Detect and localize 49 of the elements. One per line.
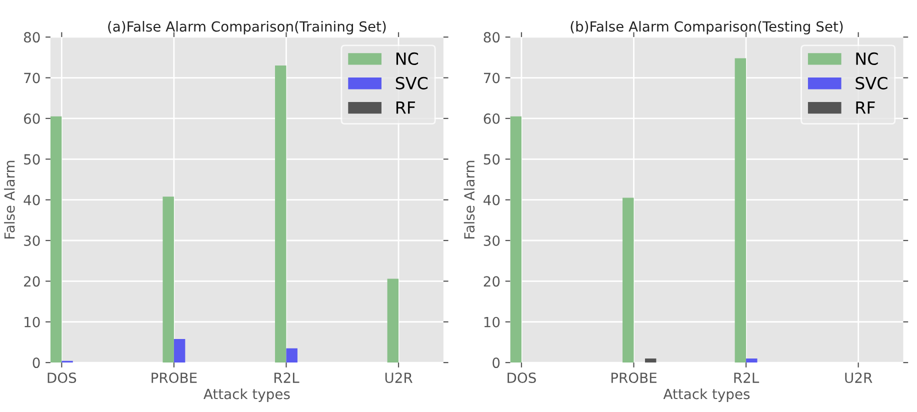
chart-title: (a)False Alarm Comparison(Training Set) bbox=[108, 20, 386, 34]
y-tick-label: 30 bbox=[24, 235, 40, 246]
legend-label: RF bbox=[396, 102, 416, 114]
x-tick-label: PROBE bbox=[611, 372, 656, 384]
bar bbox=[622, 198, 634, 363]
y-tick-label: 20 bbox=[484, 276, 500, 287]
bar bbox=[174, 338, 186, 363]
y-tick-label: 50 bbox=[24, 154, 40, 165]
y-tick-label: 70 bbox=[24, 72, 40, 84]
y-tick-label: 0 bbox=[492, 358, 500, 368]
x-axis-title: Attack types bbox=[204, 388, 290, 402]
x-tick-label: DOS bbox=[508, 372, 536, 384]
x-tick-label: PROBE bbox=[152, 372, 197, 384]
y-tick-label: 10 bbox=[484, 316, 500, 328]
bar bbox=[387, 278, 399, 363]
legend-label: NC bbox=[856, 52, 878, 65]
bar bbox=[50, 116, 62, 363]
y-tick-label: 60 bbox=[484, 113, 500, 124]
chart-title: (b)False Alarm Comparison(Testing Set) bbox=[570, 20, 843, 34]
bar bbox=[746, 358, 758, 363]
bar bbox=[644, 358, 656, 363]
bar bbox=[275, 66, 286, 363]
legend-label: RF bbox=[856, 102, 875, 114]
x-tick-label: U2R bbox=[385, 372, 412, 384]
legend-label: SVC bbox=[396, 76, 428, 90]
x-tick-label: R2L bbox=[734, 372, 760, 383]
y-tick-label: 60 bbox=[24, 113, 40, 124]
y-axis-title: False Alarm bbox=[4, 160, 15, 239]
y-tick-label: 40 bbox=[484, 194, 500, 206]
y-tick-label: 40 bbox=[24, 194, 40, 206]
y-tick-label: 0 bbox=[32, 358, 40, 368]
y-tick-label: 80 bbox=[24, 32, 40, 43]
y-tick-label: 30 bbox=[484, 235, 500, 246]
y-tick-label: 10 bbox=[24, 316, 40, 328]
legend-label: NC bbox=[396, 52, 418, 65]
x-tick-label: DOS bbox=[48, 372, 76, 384]
y-tick-label: 70 bbox=[484, 72, 500, 84]
y-tick-label: 50 bbox=[484, 154, 500, 165]
legend-label: SVC bbox=[856, 76, 888, 90]
y-tick-label: 20 bbox=[24, 276, 40, 287]
bar bbox=[734, 58, 746, 363]
y-tick-label: 80 bbox=[484, 32, 500, 43]
y-axis-title: False Alarm bbox=[464, 160, 475, 239]
x-tick-label: R2L bbox=[274, 372, 300, 383]
bar bbox=[510, 116, 522, 363]
x-axis-title: Attack types bbox=[663, 388, 750, 402]
bar bbox=[286, 348, 298, 363]
bar bbox=[162, 196, 174, 363]
x-tick-label: U2R bbox=[845, 372, 872, 384]
